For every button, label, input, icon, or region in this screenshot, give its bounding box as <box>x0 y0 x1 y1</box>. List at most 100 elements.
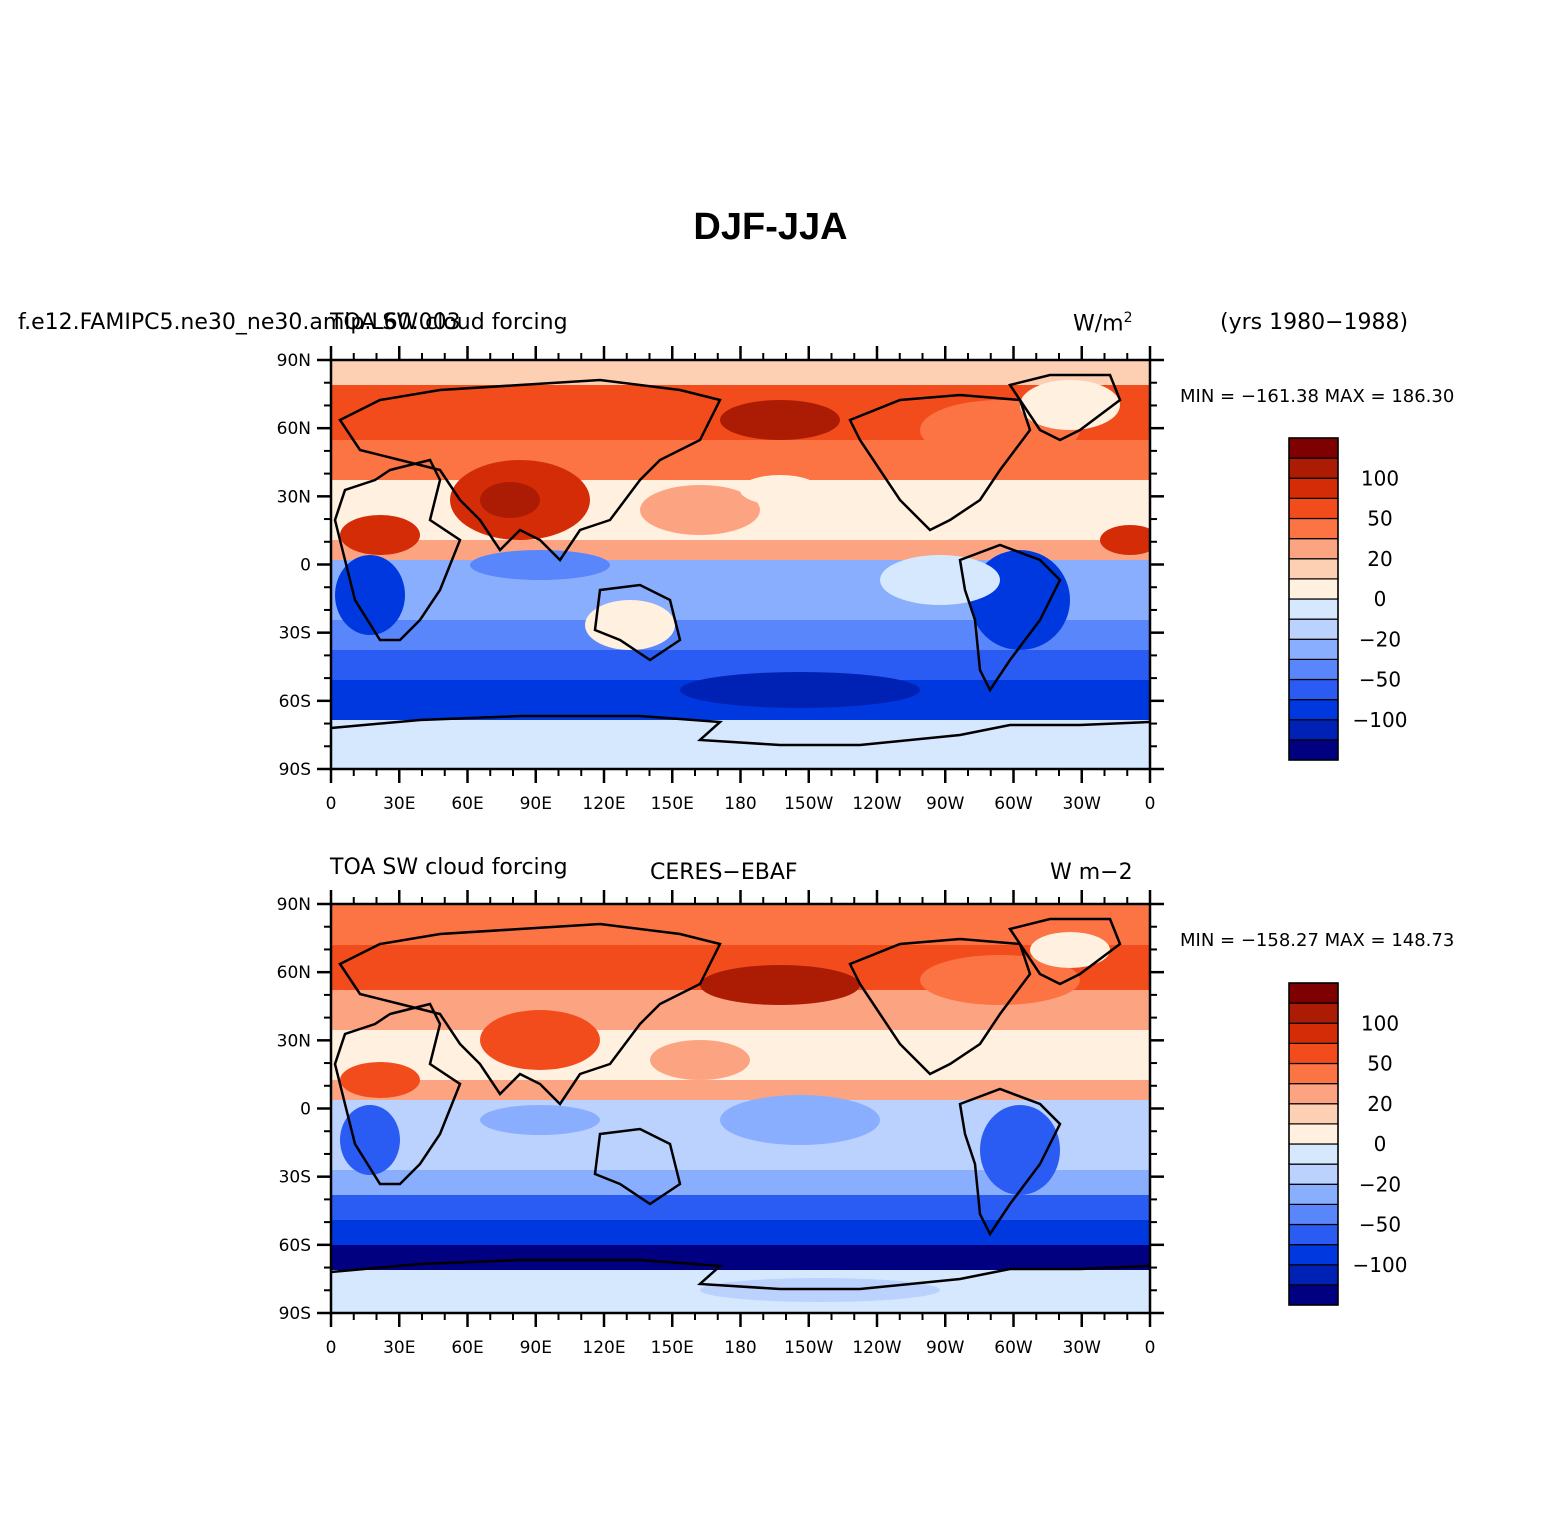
panel2-left-title: TOA SW cloud forcing <box>330 855 568 880</box>
panel2-colorbar-segment <box>1288 1143 1339 1165</box>
panel1-units: W/m2 <box>1073 310 1133 336</box>
panel1-lon-label: 150W <box>784 794 833 814</box>
panel1-colorbar-segment <box>1288 699 1339 721</box>
panel2-colorbar-segment <box>1288 1002 1339 1024</box>
panel1-colorbar-segment <box>1288 477 1339 499</box>
panel2-units: W m−2 <box>1050 860 1133 885</box>
panel2-lat-label: 60N <box>277 963 311 983</box>
panel2-lon-label: 60E <box>451 1338 483 1358</box>
panel1-colorbar-segment <box>1288 497 1339 520</box>
panel1-colorbar-label: 100 <box>1361 466 1399 490</box>
panel1-lon-label: 150E <box>651 794 694 814</box>
panel2-lat-label: 0 <box>300 1100 311 1120</box>
panel2-lat-label: 60S <box>279 1236 311 1256</box>
panel2-colorbar-frame <box>1288 982 1339 1306</box>
panel2-colorbar-segment <box>1288 1203 1339 1226</box>
panel2-colorbar-segment <box>1288 1163 1339 1185</box>
panel1-lat-label: 90N <box>277 351 311 371</box>
panel2-colorbar-segment <box>1288 1264 1339 1286</box>
panel2-map <box>331 904 1150 1313</box>
panel1-lon-label: 180 <box>724 794 756 814</box>
panel1-lon-label: 120E <box>582 794 625 814</box>
main-title: DJF-JJA <box>693 206 848 248</box>
panel2-colorbar-segment <box>1288 1284 1339 1306</box>
panel1-lon-label: 0 <box>326 794 337 814</box>
panel2-colorbar-segment <box>1288 1183 1339 1205</box>
panel1-colorbar-segment <box>1288 457 1339 479</box>
panel2-colorbar-label: 0 <box>1374 1132 1387 1156</box>
panel1-colorbar-segment <box>1288 558 1339 580</box>
panel1-colorbar-segment <box>1288 739 1339 761</box>
panel1-lat-label: 60N <box>277 419 311 439</box>
panel2-lon-label: 90E <box>520 1338 552 1358</box>
panel1-lon-label: 90E <box>520 794 552 814</box>
panel2-frame <box>329 902 1152 1315</box>
panel2-colorbar-segment <box>1288 1103 1339 1125</box>
panel1-colorbar-segment <box>1288 437 1339 459</box>
panel1-colorbar-label: −100 <box>1353 708 1408 732</box>
panel2-lat-label: 90N <box>277 895 311 915</box>
panel2-lon-label: 120W <box>852 1338 901 1358</box>
panel2-colorbar-segment <box>1288 1083 1339 1105</box>
panel1-minmax: MIN = −161.38 MAX = 186.30 <box>1180 386 1455 407</box>
panel2-center-title: CERES−EBAF <box>650 860 798 885</box>
panel1-lon-label: 60E <box>451 794 483 814</box>
panel1-lat-label: 60S <box>279 692 311 712</box>
panel2-colorbar-label: −100 <box>1353 1253 1408 1277</box>
panel2-colorbar-segment <box>1288 1223 1339 1246</box>
panel1-colorbar-segment <box>1288 658 1339 681</box>
panel1-map <box>331 360 1150 769</box>
panel1-units-sup: 2 <box>1123 310 1133 326</box>
panel1-frame <box>329 358 1152 771</box>
panel1-colorbar-segment <box>1288 638 1339 660</box>
panel1-lon-label: 30W <box>1063 794 1102 814</box>
panel2-lon-label: 30W <box>1063 1338 1102 1358</box>
panel1-lat-label: 30S <box>279 624 311 644</box>
panel2-lon-label: 0 <box>1145 1338 1156 1358</box>
panel1-colorbar-segment <box>1288 578 1339 600</box>
panel2-colorbar-segment <box>1288 1022 1339 1044</box>
panel2-colorbar-segment <box>1288 1123 1339 1145</box>
panel1-lat-label: 0 <box>300 556 311 576</box>
panel2-lat-label: 30S <box>279 1168 311 1188</box>
panel2-lat-label: 30N <box>277 1031 311 1051</box>
panel2-colorbar-segment <box>1288 1042 1339 1065</box>
panel1-units-text: W/m <box>1073 311 1124 337</box>
panel1-years: (yrs 1980−1988) <box>1220 310 1409 335</box>
panel2-colorbar-label: 20 <box>1367 1092 1392 1116</box>
panel1-center-title: TOA SW cloud forcing <box>330 310 568 335</box>
panel2-colorbar-label: −20 <box>1359 1172 1401 1196</box>
panel1-lon-label: 90W <box>926 794 965 814</box>
panel2-lon-label: 90W <box>926 1338 965 1358</box>
panel2-lon-label: 150W <box>784 1338 833 1358</box>
panel1-colorbar-label: −20 <box>1359 627 1401 651</box>
panel1-left-title: f.e12.FAMIPC5.ne30_ne30.amip.L60.003 <box>18 310 461 335</box>
panel1-lon-label: 30E <box>383 794 415 814</box>
panel2-lon-label: 180 <box>724 1338 756 1358</box>
panel1-colorbar-label: −50 <box>1359 668 1401 692</box>
panel1-colorbar-segment <box>1288 678 1339 701</box>
panel2-colorbar-segment <box>1288 1062 1339 1085</box>
panel1-colorbar-label: 0 <box>1374 587 1387 611</box>
panel2-lon-label: 0 <box>326 1338 337 1358</box>
panel1-colorbar-segment <box>1288 719 1339 741</box>
panel2-lon-label: 120E <box>582 1338 625 1358</box>
panel1-colorbar-segment <box>1288 598 1339 620</box>
panel1-colorbar-segment <box>1288 618 1339 640</box>
panel1-lon-label: 120W <box>852 794 901 814</box>
panel2-lon-label: 60W <box>994 1338 1033 1358</box>
panel1-lat-label: 90S <box>279 760 311 780</box>
panel1-lon-label: 0 <box>1145 794 1156 814</box>
panel2-lat-label: 90S <box>279 1304 311 1324</box>
panel2-colorbar-label: −50 <box>1359 1213 1401 1237</box>
panel1-colorbar-label: 50 <box>1367 507 1392 531</box>
panel1-colorbar-segment <box>1288 538 1339 560</box>
panel1-colorbar-frame <box>1288 437 1339 761</box>
panel1-lat-label: 30N <box>277 487 311 507</box>
panel2-lon-label: 30E <box>383 1338 415 1358</box>
panel2-colorbar-segment <box>1288 1244 1339 1266</box>
panel2-colorbar-label: 100 <box>1361 1011 1399 1035</box>
panel1-lon-label: 60W <box>994 794 1033 814</box>
panel2-lon-label: 150E <box>651 1338 694 1358</box>
panel2-minmax: MIN = −158.27 MAX = 148.73 <box>1180 930 1455 951</box>
